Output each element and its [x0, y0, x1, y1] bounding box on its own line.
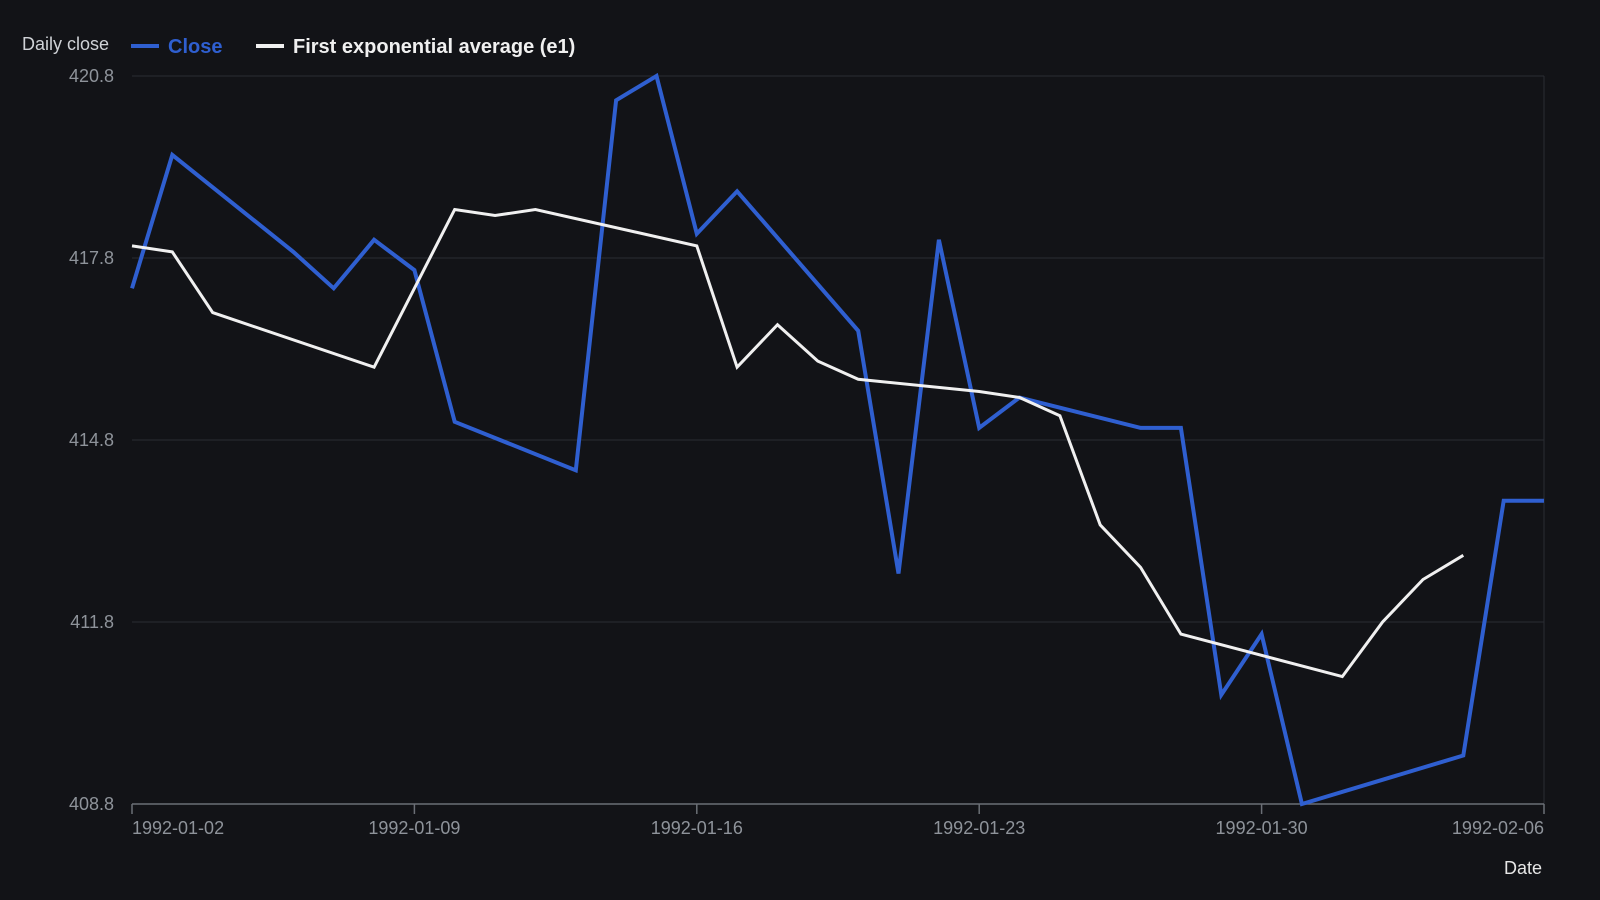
y-tick-label: 417.8	[69, 248, 114, 268]
x-tick-label: 1992-01-30	[1216, 818, 1308, 838]
y-tick-label: 408.8	[69, 794, 114, 814]
y-axis: 420.8 417.8 414.8 411.8 408.8	[69, 66, 114, 814]
y-tick-label: 411.8	[70, 612, 114, 632]
x-tick-label: 1992-01-23	[933, 818, 1025, 838]
x-tick-label: 1992-01-02	[132, 818, 224, 838]
legend-e1-label: First exponential average (e1)	[293, 36, 575, 58]
y-tick-label: 420.8	[69, 66, 114, 86]
x-axis-label: Date	[1504, 858, 1542, 878]
x-tick-label: 1992-01-09	[368, 818, 460, 838]
x-axis: 1992-01-02 1992-01-09 1992-01-16 1992-01-23…	[131, 803, 1545, 838]
series-lines	[130, 72, 1544, 807]
legend-close-label: Close	[168, 36, 222, 58]
series-close-line	[130, 72, 1544, 807]
series-e1-line	[131, 207, 1465, 679]
y-tick-label: 414.8	[69, 430, 114, 450]
x-tick-label: 1992-02-06	[1452, 818, 1544, 838]
legend: Close First exponential average (e1)	[131, 36, 575, 58]
y-axis-label: Daily close	[22, 34, 109, 54]
grid-lines	[132, 75, 1545, 805]
x-tick-label: 1992-01-16	[651, 818, 743, 838]
